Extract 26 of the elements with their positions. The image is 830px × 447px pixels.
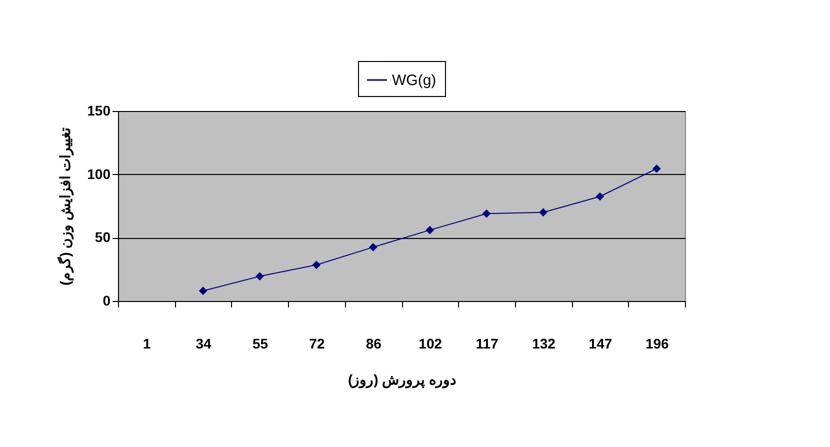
y-tick-label: 0 (102, 292, 111, 308)
x-tick-label: 102 (418, 336, 442, 352)
x-tick-label: 55 (252, 336, 268, 352)
point (256, 272, 264, 280)
y-axis-title: تغییرات افزایش وزن (گرم) (57, 128, 74, 286)
y-tick-label: 50 (94, 229, 111, 246)
point (482, 209, 491, 218)
y-tick-label: 150 (87, 102, 111, 118)
point (539, 208, 548, 217)
x-tick-label: 86 (366, 336, 382, 352)
legend-label: WG(g) (392, 72, 436, 89)
point (596, 192, 604, 201)
point (368, 242, 378, 252)
x-tick-label: 196 (645, 336, 670, 352)
x-tick-label: 72 (309, 336, 325, 352)
x-axis-title: دوره پرورش (روز) (348, 372, 456, 388)
point (312, 260, 321, 270)
point (198, 286, 208, 296)
point (652, 164, 661, 173)
x-tick-label: 1 (142, 336, 151, 352)
y-tick-label: 100 (87, 166, 111, 182)
x-tick-label: 147 (588, 336, 612, 352)
point (426, 226, 434, 234)
x-tick-label: 34 (196, 336, 212, 352)
x-tick-label: 117 (476, 336, 499, 352)
x-tick-label: 132 (532, 336, 556, 352)
